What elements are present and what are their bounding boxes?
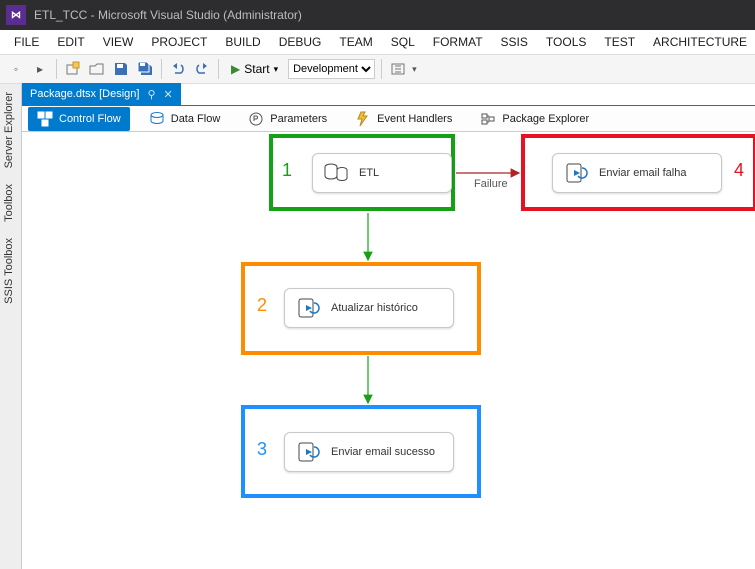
chevron-down-icon[interactable]: ▾ — [412, 64, 417, 75]
task-label: ETL — [359, 167, 379, 179]
script-task-icon — [295, 439, 321, 465]
menu-bar: FILE EDIT VIEW PROJECT BUILD DEBUG TEAM … — [0, 30, 755, 54]
separator — [218, 59, 219, 79]
database-icon — [323, 160, 349, 186]
document-tab-strip: Package.dtsx [Design] ⚲ ✕ — [22, 84, 755, 106]
nav-back-button[interactable]: ◦ — [6, 59, 26, 79]
tab-label: Data Flow — [171, 113, 221, 125]
menu-file[interactable]: FILE — [6, 32, 47, 52]
tab-control-flow[interactable]: Control Flow — [28, 107, 130, 131]
menu-view[interactable]: VIEW — [95, 32, 142, 52]
separator — [56, 59, 57, 79]
task-enviar-email-falha[interactable]: Enviar email falha — [552, 153, 722, 193]
annotation-number: 2 — [257, 295, 267, 316]
parameters-icon — [248, 111, 264, 127]
tab-label: Control Flow — [59, 113, 121, 125]
data-flow-icon — [149, 111, 165, 127]
menu-test[interactable]: TEST — [596, 32, 643, 52]
package-explorer-icon — [480, 111, 496, 127]
annotation-number: 1 — [282, 160, 292, 181]
tab-parameters[interactable]: Parameters — [239, 107, 336, 131]
save-all-icon[interactable] — [135, 59, 155, 79]
annotation-number: 4 — [734, 160, 744, 181]
menu-architecture[interactable]: ARCHITECTURE — [645, 32, 755, 52]
menu-format[interactable]: FORMAT — [425, 32, 491, 52]
tab-event-handlers[interactable]: Event Handlers — [346, 107, 461, 131]
event-handlers-icon — [355, 111, 371, 127]
start-label: Start — [244, 62, 269, 76]
annotation-number: 3 — [257, 439, 267, 460]
tab-label: Package Explorer — [502, 113, 589, 125]
menu-build[interactable]: BUILD — [217, 32, 268, 52]
task-etl[interactable]: ETL — [312, 153, 452, 193]
designer-tab-strip: Control Flow Data Flow Parameters Event … — [22, 106, 755, 132]
menu-sql[interactable]: SQL — [383, 32, 423, 52]
vs-logo-icon: ⋈ — [6, 5, 26, 25]
tab-data-flow[interactable]: Data Flow — [140, 107, 230, 131]
save-icon[interactable] — [111, 59, 131, 79]
menu-project[interactable]: PROJECT — [143, 32, 215, 52]
tab-package-explorer[interactable]: Package Explorer — [471, 107, 598, 131]
menu-edit[interactable]: EDIT — [49, 32, 92, 52]
title-bar: ⋈ ETL_TCC - Microsoft Visual Studio (Adm… — [0, 0, 755, 30]
script-task-icon — [563, 160, 589, 186]
precedence-constraint-label: Failure — [474, 178, 508, 190]
tab-label: Event Handlers — [377, 113, 452, 125]
start-debug-button[interactable]: ▶ Start ▾ — [225, 60, 284, 78]
task-label: Enviar email sucesso — [331, 446, 435, 458]
menu-debug[interactable]: DEBUG — [271, 32, 330, 52]
menu-ssis[interactable]: SSIS — [493, 32, 536, 52]
task-label: Atualizar histórico — [331, 302, 418, 314]
undo-icon[interactable] — [168, 59, 188, 79]
task-enviar-email-sucesso[interactable]: Enviar email sucesso — [284, 432, 454, 472]
pin-icon[interactable]: ⚲ — [147, 88, 155, 101]
menu-team[interactable]: TEAM — [331, 32, 380, 52]
document-tab[interactable]: Package.dtsx [Design] ⚲ ✕ — [22, 83, 181, 105]
separator — [161, 59, 162, 79]
close-icon[interactable]: ✕ — [164, 88, 173, 101]
separator — [381, 59, 382, 79]
chevron-down-icon: ▾ — [274, 64, 279, 75]
script-task-icon — [295, 295, 321, 321]
main-toolbar: ◦ ▸ ▶ Start ▾ Development ▾ — [0, 54, 755, 84]
tab-label: Parameters — [270, 113, 327, 125]
menu-tools[interactable]: TOOLS — [538, 32, 594, 52]
new-project-icon[interactable] — [63, 59, 83, 79]
nav-fwd-button[interactable]: ▸ — [30, 59, 50, 79]
open-file-icon[interactable] — [87, 59, 107, 79]
solution-config-select[interactable]: Development — [288, 59, 375, 79]
left-tool-windows: Server Explorer Toolbox SSIS Toolbox — [0, 84, 22, 569]
server-explorer-tab[interactable]: Server Explorer — [0, 84, 18, 176]
redo-icon[interactable] — [192, 59, 212, 79]
control-flow-icon — [37, 111, 53, 127]
task-label: Enviar email falha — [599, 167, 686, 179]
ssis-toolbox-tab[interactable]: SSIS Toolbox — [0, 230, 18, 312]
task-atualizar-historico[interactable]: Atualizar histórico — [284, 288, 454, 328]
design-canvas[interactable]: 1 2 3 4 ETL Atualizar histórico Enviar e… — [22, 132, 755, 569]
variables-icon[interactable] — [388, 59, 408, 79]
document-tab-title: Package.dtsx [Design] — [30, 88, 139, 100]
window-title: ETL_TCC - Microsoft Visual Studio (Admin… — [34, 8, 302, 22]
play-icon: ▶ — [231, 62, 240, 76]
toolbox-tab[interactable]: Toolbox — [0, 176, 18, 230]
